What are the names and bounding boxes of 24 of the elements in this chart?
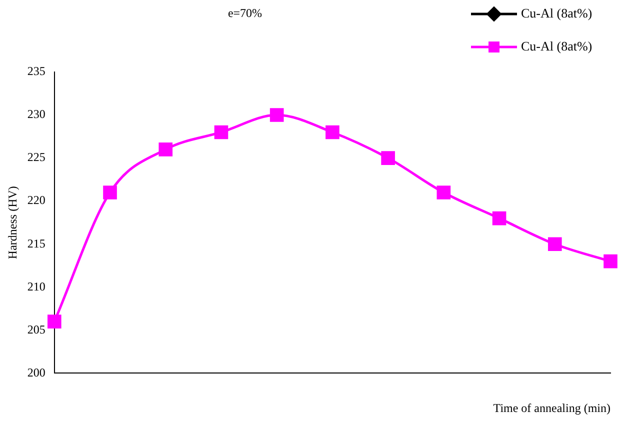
y-tick-label: 215 [27,236,46,250]
point [270,108,284,122]
legend-label: Cu-Al (8at%) [521,5,592,20]
point [492,211,506,226]
y-tick-label: 210 [27,279,46,294]
y-tick-label: 205 [27,322,46,336]
y-tick-label: 235 [27,64,46,78]
point [436,186,451,200]
point [548,237,562,252]
point [103,186,117,200]
point [381,151,395,165]
x-axis-title: Time of annealing (min) [493,400,610,415]
point [158,142,173,156]
point [214,125,228,140]
point [47,314,62,328]
legend-label: Cu-Al (8at%) [521,38,592,54]
y-tick-label: 230 [27,107,46,122]
y-axis-title: Hardness (HV) [5,186,20,260]
y-tick-label: 200 [27,365,46,380]
point [326,125,340,140]
y-tick-label: 220 [27,193,46,208]
point [604,254,618,268]
text: e=70% [228,6,262,20]
y-tick-label: 225 [27,150,46,164]
